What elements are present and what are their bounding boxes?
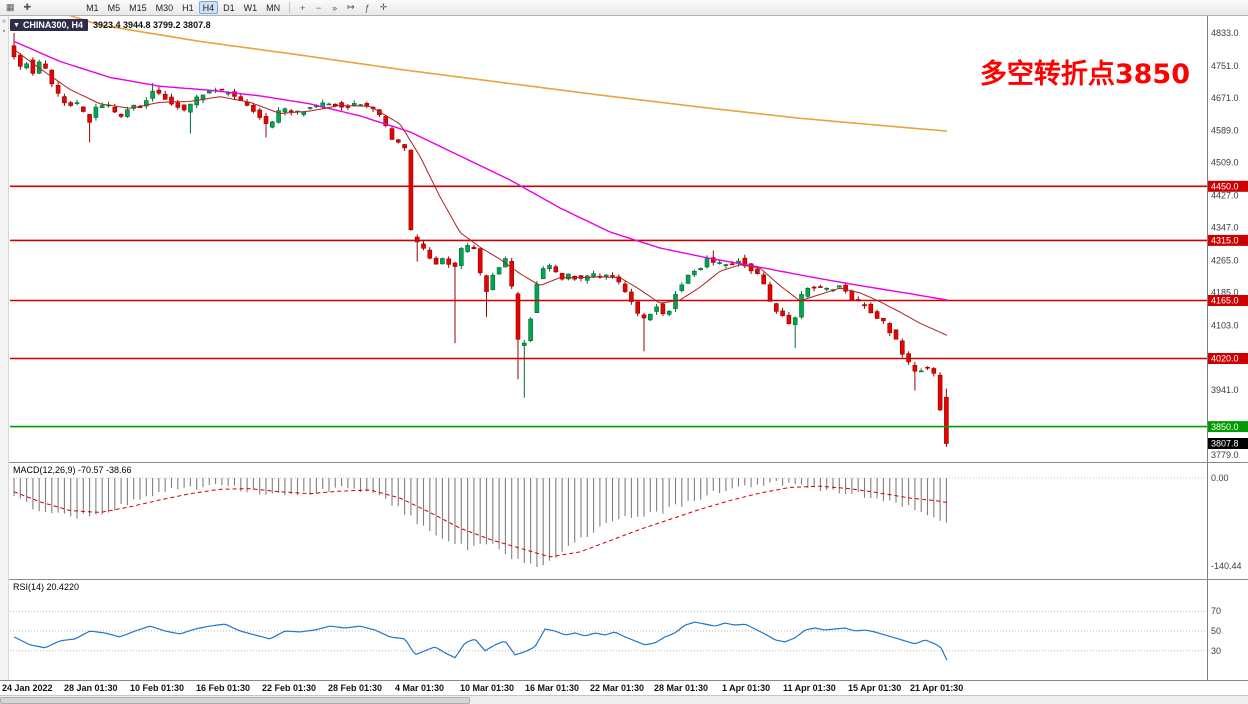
horizontal-scrollbar[interactable] (0, 695, 1248, 704)
time-axis-label: 22 Mar 01:30 (590, 683, 645, 693)
symbol-period-label: CHINA300, H4 (22, 20, 83, 30)
time-axis-label: 10 Feb 01:30 (130, 683, 185, 693)
price-chart-canvas[interactable]: 4833.0 4751.0 4671.0 4589.0 4509.0 4427.0 4347… (0, 16, 1248, 462)
left-dock: « ▪ (0, 16, 9, 680)
timeframe-h1-button[interactable]: H1 (182, 2, 194, 13)
svg-text:4103.0: 4103.0 (1211, 320, 1239, 330)
time-axis-label: 16 Mar 01:30 (525, 683, 580, 693)
time-axis: 24 Jan 2022 28 Jan 01:30 10 Feb 01:30 16 Fe… (0, 680, 1248, 695)
price-badge (1208, 421, 1248, 433)
ohlc-readout: 3923.4 3944.8 3799.2 3807.8 (92, 20, 211, 30)
toolbar-right-icons: + −» ↦ ƒ ✛ (295, 1, 391, 14)
ma-slow-orange (68, 16, 948, 132)
chart-annotation: 多空转折点3850 (979, 59, 1190, 90)
indicators-icon[interactable]: ƒ (364, 2, 370, 13)
ma-mid-magenta (13, 40, 948, 301)
zoom-in-icon[interactable]: + (300, 2, 306, 13)
svg-text:4671.0: 4671.0 (1211, 93, 1239, 103)
rsi-chart-canvas[interactable]: 70 50 30 (0, 580, 1248, 681)
svg-text:50: 50 (1211, 626, 1221, 636)
svg-text:4589.0: 4589.0 (1211, 126, 1239, 136)
collapse-panel-icon[interactable]: « (2, 18, 6, 25)
chart-toolbar: ▦ ✚ M1 M5 M15 M30 H1 H4 D1 W1 MN + −» ↦ ƒ ✛ (0, 0, 1248, 16)
price-badge (1208, 180, 1248, 192)
svg-text:30: 30 (1211, 646, 1221, 656)
chart-shift-icon[interactable]: ↦ (347, 2, 355, 12)
timeframe-m5-button[interactable]: M5 (107, 2, 121, 13)
timeframe-mn-button[interactable]: MN (266, 2, 281, 13)
svg-text:4833.0: 4833.0 (1211, 28, 1239, 38)
svg-text:3850.0: 3850.0 (1211, 422, 1239, 432)
macd-label: MACD(12,26,9) -70.57 -38.66 (13, 465, 132, 475)
toolbar-separator (289, 2, 291, 13)
timeframe-toolbar: M1 M5 M15 M30 H1 H4 D1 W1 MN (82, 1, 284, 14)
symbol-selector[interactable]: ▼ CHINA300, H4 (10, 19, 88, 31)
new-order-icon[interactable]: ✚ (23, 2, 32, 12)
crosshair-icon[interactable]: ✛ (379, 2, 388, 12)
time-axis-label: 15 Apr 01:30 (848, 683, 902, 693)
price-badge (1208, 438, 1248, 449)
timeframe-m1-button[interactable]: M1 (86, 2, 99, 13)
time-axis-label: 28 Mar 01:30 (654, 683, 709, 693)
chevron-down-icon: ▼ (13, 21, 20, 29)
price-badge (1208, 295, 1248, 306)
svg-text:-140.44: -140.44 (1211, 561, 1242, 571)
symbols-window-icon[interactable]: ▦ (6, 2, 15, 12)
timeframe-h4-button[interactable]: H4 (198, 1, 219, 14)
macd-signal-line (13, 485, 948, 558)
dock-handle-icon[interactable]: ▪ (2, 28, 6, 35)
svg-text:4185.0: 4185.0 (1211, 287, 1239, 297)
scrollbar-thumb[interactable] (0, 697, 470, 704)
price-axis-labels: 4833.0 4751.0 4671.0 4589.0 4509.0 4427.0 4347… (1211, 28, 1239, 460)
time-axis-label: 21 Apr 01:30 (910, 683, 964, 693)
timeframe-d1-button[interactable]: D1 (223, 2, 235, 13)
time-axis-label: 24 Jan 2022 (2, 683, 53, 693)
time-axis-label: 28 Feb 01:30 (328, 683, 383, 693)
timeframe-m30-button[interactable]: M30 (155, 2, 174, 13)
zoom-out-icon[interactable]: − (316, 2, 322, 13)
time-axis-label: 28 Jan 01:30 (64, 683, 118, 693)
rsi-label: RSI(14) 20.4220 (13, 582, 80, 592)
ma-fast-red (13, 48, 948, 336)
time-axis-label: 4 Mar 01:30 (395, 683, 445, 693)
svg-text:4020.0: 4020.0 (1211, 354, 1239, 364)
rsi-panel: 70 50 30 RSI(14) 20.4220 (0, 579, 1248, 681)
price-badge (1208, 353, 1248, 364)
svg-text:4265.0: 4265.0 (1211, 255, 1239, 265)
svg-text:0.00: 0.00 (1211, 473, 1229, 483)
svg-text:4509.0: 4509.0 (1211, 158, 1239, 168)
svg-text:3779.0: 3779.0 (1211, 450, 1239, 460)
svg-text:3807.8: 3807.8 (1211, 439, 1239, 449)
timeframe-m15-button[interactable]: M15 (129, 2, 147, 13)
time-axis-label: 1 Apr 01:30 (722, 683, 771, 693)
macd-panel: 0.00 -140.44 MACD(12,26,9) -70.57 -38.66 (0, 462, 1248, 580)
svg-text:4347.0: 4347.0 (1211, 223, 1239, 233)
macd-chart-canvas[interactable]: 0.00 -140.44 (0, 463, 1248, 580)
timeframe-w1-button[interactable]: W1 (243, 2, 258, 13)
price-badge (1208, 234, 1248, 246)
svg-text:3941.0: 3941.0 (1211, 385, 1239, 395)
time-axis-label: 16 Feb 01:30 (196, 683, 251, 693)
toolbar-left-icons: ▦ ✚ (2, 1, 35, 14)
time-axis-label: 22 Feb 01:30 (262, 683, 317, 693)
svg-text:4427.0: 4427.0 (1211, 191, 1239, 201)
svg-text:4315.0: 4315.0 (1211, 236, 1239, 246)
symbol-info: ▼ CHINA300, H4 3923.4 3944.8 3799.2 3807… (10, 19, 211, 31)
auto-scroll-icon[interactable]: » (332, 2, 338, 13)
svg-text:70: 70 (1211, 606, 1221, 616)
svg-text:4165.0: 4165.0 (1211, 296, 1239, 306)
time-axis-label: 10 Mar 01:30 (460, 683, 515, 693)
rsi-line (13, 621, 948, 661)
macd-histogram (13, 478, 947, 567)
svg-text:4450.0: 4450.0 (1211, 182, 1239, 192)
horizontal-level-lines[interactable] (10, 185, 1207, 428)
price-panel: 4833.0 4751.0 4671.0 4589.0 4509.0 4427.0 4347… (0, 16, 1248, 462)
time-axis-label: 11 Apr 01:30 (783, 683, 836, 693)
svg-text:4751.0: 4751.0 (1211, 61, 1239, 71)
moving-average-lines (13, 16, 948, 336)
